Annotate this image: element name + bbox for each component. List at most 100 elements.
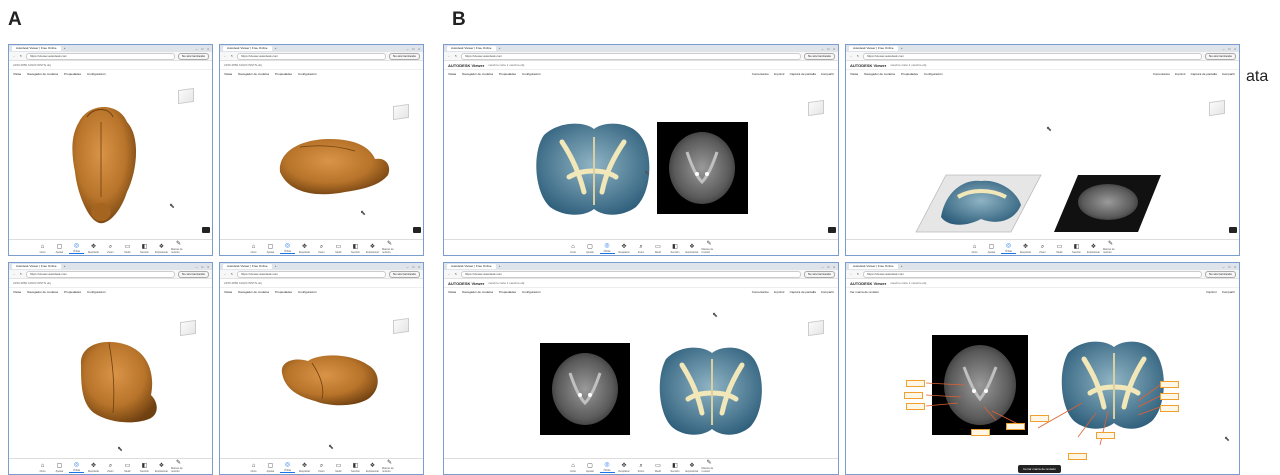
menu-settings[interactable]: Configuración bbox=[87, 72, 106, 76]
tool-markup[interactable]: ✎ Marcas de revisión bbox=[171, 241, 183, 254]
menu-settings[interactable]: Configuración bbox=[298, 290, 317, 294]
tool-section[interactable]: ◧ Sección bbox=[140, 463, 149, 473]
menu-properties[interactable]: Propiedades bbox=[275, 72, 293, 76]
close-icon[interactable]: × bbox=[1234, 46, 1236, 51]
tool-orbit[interactable]: ◎ Órbita bbox=[69, 462, 84, 473]
new-tab-icon[interactable]: + bbox=[274, 46, 277, 50]
url-field[interactable]: https://viewer.autodesk.com bbox=[863, 270, 1202, 278]
browser-tab[interactable]: Autodesk Viewer | Free Online bbox=[849, 46, 898, 51]
browser-tab[interactable]: Autodesk Viewer | Free Online bbox=[447, 264, 496, 269]
close-icon[interactable]: × bbox=[207, 264, 209, 269]
tool-fit[interactable]: ▢ Ajustar bbox=[266, 244, 275, 254]
sync-button[interactable]: No sincronizando bbox=[803, 270, 835, 278]
tool-fit[interactable]: ▢ Ajustar bbox=[586, 244, 594, 254]
maximize-icon[interactable]: □ bbox=[827, 46, 830, 51]
tool-zoom[interactable]: ⌕ Zoom bbox=[318, 463, 325, 473]
annotation-label[interactable] bbox=[1160, 381, 1179, 388]
new-tab-icon[interactable]: + bbox=[498, 264, 501, 268]
tool-pan[interactable]: ✥ Desplazar bbox=[618, 244, 630, 254]
share-button[interactable]: Compartir bbox=[1221, 72, 1235, 76]
url-field[interactable]: https://viewer.autodesk.com bbox=[863, 52, 1202, 60]
tool-explode[interactable]: ❖ Explosionar bbox=[154, 463, 169, 473]
url-field[interactable]: https://viewer.autodesk.com bbox=[237, 52, 386, 60]
tool-home[interactable]: ⌂ Inicio bbox=[39, 463, 46, 473]
tool-zoom[interactable]: ⌕ Zoom bbox=[318, 244, 325, 254]
tool-fit[interactable]: ▢ Ajustar bbox=[586, 463, 594, 473]
viewer-canvas[interactable]: ⬉ bbox=[220, 295, 423, 460]
comments-button[interactable]: Comentarios bbox=[751, 72, 769, 76]
menu-settings[interactable]: Configuración bbox=[87, 290, 106, 294]
menu-vistas[interactable]: Vistas bbox=[448, 72, 457, 76]
tool-zoom[interactable]: ⌕ Zoom bbox=[637, 244, 645, 254]
minimize-icon[interactable]: – bbox=[195, 46, 198, 51]
tool-fit[interactable]: ▢ Ajustar bbox=[266, 463, 275, 473]
tool-home[interactable]: ⌂ Inicio bbox=[570, 463, 576, 473]
new-tab-icon[interactable]: + bbox=[900, 264, 903, 268]
minimize-icon[interactable]: – bbox=[406, 264, 409, 269]
sync-button[interactable]: No sincronizando bbox=[803, 52, 835, 60]
print-button[interactable]: Imprimir bbox=[773, 290, 785, 294]
menu-model-browser[interactable]: Navegador de modelos bbox=[238, 72, 270, 76]
browser-tab[interactable]: Autodesk Viewer | Free Online bbox=[849, 264, 898, 269]
tool-measure[interactable]: ▭ Medir bbox=[654, 463, 662, 473]
expand-icon[interactable] bbox=[202, 227, 210, 233]
new-tab-icon[interactable]: + bbox=[274, 264, 277, 268]
viewer-canvas[interactable]: ⬉ bbox=[444, 77, 838, 241]
tool-orbit[interactable]: ◎ Órbita bbox=[280, 243, 295, 254]
url-field[interactable]: https://viewer.autodesk.com bbox=[461, 270, 801, 278]
minimize-icon[interactable]: – bbox=[821, 264, 824, 269]
tool-explode[interactable]: ❖ Explosionar bbox=[1086, 244, 1101, 254]
menu-model-browser[interactable]: Navegador de modelos bbox=[27, 290, 59, 294]
url-field[interactable]: https://viewer.autodesk.com bbox=[237, 270, 386, 278]
back-icon[interactable]: ‹ bbox=[850, 54, 852, 58]
viewer-canvas[interactable]: ⬉ bbox=[846, 77, 1239, 241]
annotation-label[interactable] bbox=[1068, 453, 1087, 460]
reload-icon[interactable]: ↻ bbox=[856, 272, 860, 276]
reload-icon[interactable]: ↻ bbox=[19, 272, 23, 276]
menu-properties[interactable]: Propiedades bbox=[499, 72, 517, 76]
tool-section[interactable]: ◧ Sección bbox=[140, 244, 149, 254]
menu-properties[interactable]: Propiedades bbox=[901, 72, 919, 76]
annotation-label[interactable] bbox=[1030, 415, 1049, 422]
tool-measure[interactable]: ▭ Medir bbox=[124, 244, 131, 254]
back-icon[interactable]: ‹ bbox=[448, 272, 450, 276]
url-field[interactable]: https://viewer.autodesk.com bbox=[26, 52, 175, 60]
reload-icon[interactable]: ↻ bbox=[856, 54, 860, 58]
reload-icon[interactable]: ↻ bbox=[230, 272, 234, 276]
expand-icon[interactable] bbox=[828, 227, 836, 233]
tool-home[interactable]: ⌂ Inicio bbox=[570, 244, 576, 254]
close-icon[interactable]: × bbox=[207, 46, 209, 51]
close-markup-button[interactable]: Cerrar marca de revisión bbox=[1018, 465, 1062, 473]
minimize-icon[interactable]: – bbox=[406, 46, 409, 51]
tool-markup[interactable]: ✎ Marcas de revisión bbox=[701, 241, 714, 254]
tool-measure[interactable]: ▭ Medir bbox=[335, 244, 342, 254]
tool-explode[interactable]: ❖ Explosionar bbox=[365, 463, 380, 473]
tool-pan[interactable]: ✥ Desplazar bbox=[618, 463, 630, 473]
tool-home[interactable]: ⌂ Inicio bbox=[971, 244, 978, 254]
tool-fit[interactable]: ▢ Ajustar bbox=[55, 463, 64, 473]
menu-properties[interactable]: Propiedades bbox=[499, 290, 517, 294]
menu-properties[interactable]: Propiedades bbox=[64, 290, 82, 294]
viewer-canvas[interactable]: ⬉ bbox=[220, 77, 423, 241]
tool-section[interactable]: ◧ Sección bbox=[1072, 244, 1081, 254]
sync-button[interactable]: No sincronizando bbox=[388, 52, 420, 60]
tool-measure[interactable]: ▭ Medir bbox=[335, 463, 342, 473]
back-icon[interactable]: ‹ bbox=[13, 272, 15, 276]
tool-markup[interactable]: ✎ Marcas de revisión bbox=[382, 460, 394, 473]
back-icon[interactable]: ‹ bbox=[13, 54, 15, 58]
expand-icon[interactable] bbox=[413, 227, 421, 233]
tool-home[interactable]: ⌂ Inicio bbox=[250, 463, 257, 473]
tool-markup[interactable]: ✎ Marcas de revisión bbox=[382, 241, 394, 254]
menu-settings[interactable]: Configuración bbox=[522, 72, 541, 76]
back-icon[interactable]: ‹ bbox=[448, 54, 450, 58]
tool-pan[interactable]: ✥ Desplazar bbox=[87, 244, 100, 254]
tool-home[interactable]: ⌂ Inicio bbox=[250, 244, 257, 254]
viewer-canvas[interactable]: ⬉ Cerrar marca de revisión bbox=[846, 295, 1239, 474]
tool-zoom[interactable]: ⌕ Zoom bbox=[107, 244, 114, 254]
maximize-icon[interactable]: □ bbox=[201, 46, 204, 51]
tool-pan[interactable]: ✥ Desplazar bbox=[1019, 244, 1032, 254]
tool-markup[interactable]: ✎ Marcas de revisión bbox=[171, 460, 183, 473]
tool-orbit[interactable]: ◎ Órbita bbox=[1001, 243, 1016, 254]
print-button[interactable]: Imprimir bbox=[1174, 72, 1186, 76]
url-field[interactable]: https://viewer.autodesk.com bbox=[26, 270, 175, 278]
